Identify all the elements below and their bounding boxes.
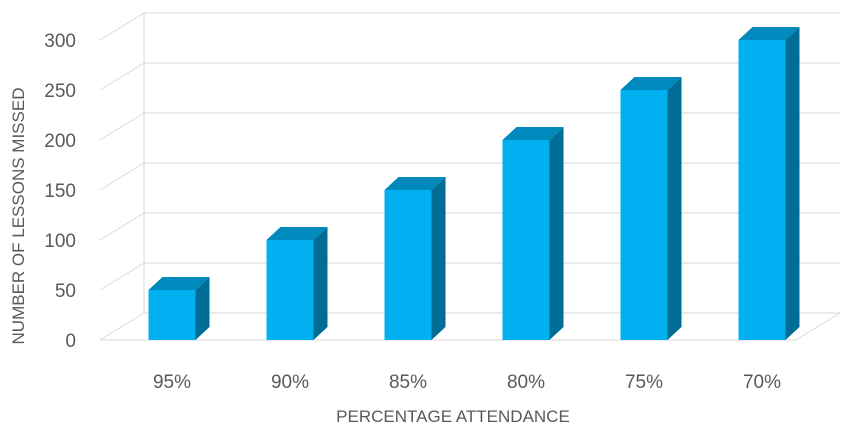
bar-side xyxy=(195,277,210,340)
x-tick-label: 95% xyxy=(153,372,191,393)
bar-top xyxy=(266,227,328,240)
y-tick-label: 50 xyxy=(55,281,76,302)
bar-front xyxy=(502,140,550,340)
y-tick-label: 0 xyxy=(65,331,76,352)
gridline-depth xyxy=(99,312,145,341)
bar-side xyxy=(549,127,564,340)
bar-top xyxy=(148,277,210,290)
bar xyxy=(738,27,800,340)
bar-top xyxy=(502,127,564,140)
bar-top xyxy=(738,27,800,40)
gridlines xyxy=(99,12,841,341)
x-tick-label: 80% xyxy=(507,372,545,393)
y-tick-label: 250 xyxy=(44,81,76,102)
bar xyxy=(266,227,328,340)
gridline-depth xyxy=(99,62,145,91)
bar xyxy=(502,127,564,340)
bar-top xyxy=(620,77,682,90)
x-tick-label: 75% xyxy=(625,372,663,393)
bar xyxy=(148,277,210,340)
bars xyxy=(148,27,800,340)
x-axis-ticks: 95% 90% 85% 80% 75% 70% xyxy=(153,372,781,393)
bar-top xyxy=(384,177,446,190)
x-tick-label: 85% xyxy=(389,372,427,393)
gridline-depth xyxy=(99,162,145,191)
bar-front xyxy=(738,40,786,340)
x-axis-title: PERCENTAGE ATTENDANCE xyxy=(336,407,570,426)
bar-front xyxy=(266,240,314,340)
x-tick-label: 70% xyxy=(743,372,781,393)
gridline-depth xyxy=(99,262,145,291)
bar xyxy=(620,77,682,340)
bar-front xyxy=(384,190,432,340)
y-tick-label: 100 xyxy=(44,231,76,252)
y-axis-title: NUMBER OF LESSONS MISSED xyxy=(9,88,28,345)
bar-side xyxy=(785,27,800,340)
bar-front xyxy=(148,290,196,340)
gridline-depth xyxy=(99,12,145,41)
floor-right-edge xyxy=(795,312,841,341)
gridline-depth xyxy=(99,112,145,141)
bar-side xyxy=(313,227,328,340)
bar-side xyxy=(431,177,446,340)
x-tick-label: 90% xyxy=(271,372,309,393)
y-tick-label: 300 xyxy=(44,31,76,52)
bar-side xyxy=(667,77,682,340)
y-axis-ticks: 0 50 100 150 200 250 300 xyxy=(44,31,76,352)
bar-front xyxy=(620,90,668,340)
bar xyxy=(384,177,446,340)
y-tick-label: 200 xyxy=(44,131,76,152)
gridline-depth xyxy=(99,212,145,241)
y-tick-label: 150 xyxy=(44,181,76,202)
